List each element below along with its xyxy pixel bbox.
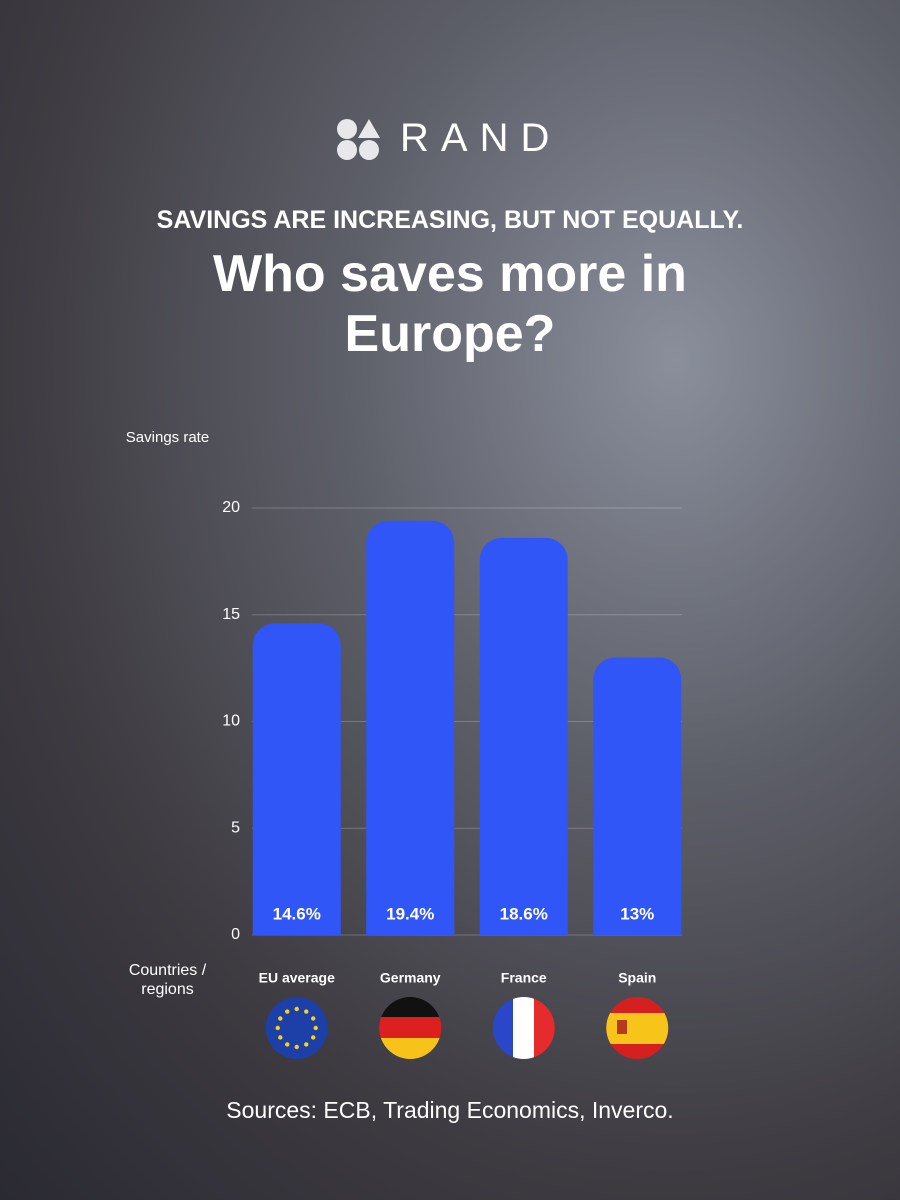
brand: RAND [400, 116, 562, 160]
flag-star [278, 1035, 283, 1040]
source: Sources: ECB, Trading Economics, Inverco… [226, 1097, 674, 1123]
y-tick-label: 0 [231, 926, 240, 943]
flag-germany [379, 997, 442, 1059]
flag-star [294, 1044, 299, 1050]
flag-star [304, 1009, 309, 1014]
flag-eu [265, 997, 328, 1059]
title: Who saves more in Europe? [213, 245, 687, 363]
subtitle: SAVINGS ARE INCREASING, BUT NOT EQUALLY. [156, 206, 744, 234]
value-label: 18.6% [500, 904, 548, 923]
y-tick-label: 10 [222, 713, 240, 730]
x-axis-label: Countries / regions [128, 962, 207, 998]
y-tick-label: 20 [222, 499, 240, 516]
x-tick-label: France [501, 970, 547, 986]
bar [593, 657, 682, 935]
flag-star [285, 1042, 290, 1047]
y-tick-label: 5 [231, 819, 240, 836]
x-tick-label: EU average [259, 970, 335, 986]
flag-star [278, 1016, 283, 1021]
value-label: 14.6% [273, 904, 321, 923]
flag-star [313, 1025, 318, 1031]
x-tick-label: Spain [618, 970, 656, 986]
flag-star [275, 1025, 280, 1031]
flag-star [311, 1035, 316, 1040]
flag-star [294, 1006, 299, 1012]
logo-icon [337, 119, 380, 160]
flag-star [304, 1042, 309, 1047]
flag-france [492, 997, 555, 1059]
x-tick-label: Germany [380, 970, 441, 986]
flag-spain [606, 997, 669, 1059]
flag-star [285, 1009, 290, 1014]
bar [252, 623, 341, 935]
value-label: 19.4% [386, 904, 434, 923]
y-tick-label: 15 [222, 606, 240, 623]
y-axis-label: Savings rate [125, 429, 210, 446]
bar [479, 537, 568, 935]
bar [366, 520, 455, 935]
flag-star [311, 1016, 316, 1021]
value-label: 13% [620, 904, 654, 923]
